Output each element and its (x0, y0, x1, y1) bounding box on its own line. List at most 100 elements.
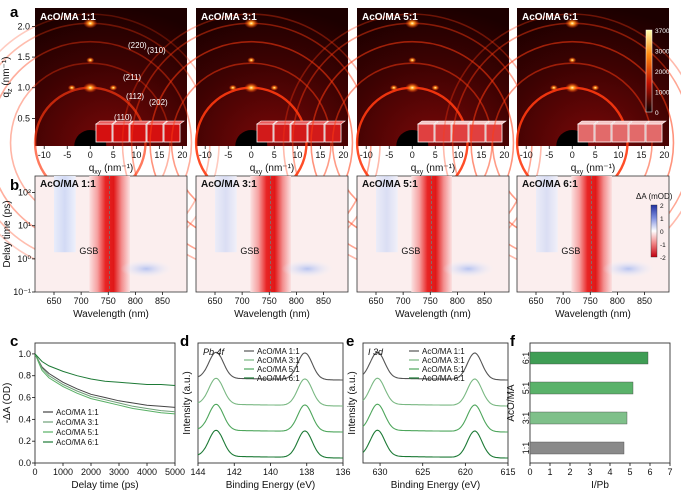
x-tick-label: 10 (131, 150, 141, 160)
crystal-cube-icon (645, 123, 663, 143)
crystal-cube-icon (594, 123, 612, 143)
x-tick-label: 0 (249, 150, 254, 160)
x-tick-label: 20 (659, 150, 669, 160)
y-tick-label: 0.6 (18, 393, 31, 403)
giwaxs-title: AcO/MA 5:1 (362, 12, 418, 23)
kinetic-trace-2 (34, 353, 176, 413)
x-tick-label: 0 (410, 150, 415, 160)
colorbar-tick-label: 2000 (655, 69, 670, 76)
x-tick-label: 700 (74, 296, 89, 306)
bragg-spot (247, 57, 256, 64)
giwaxs-title: AcO/MA 6:1 (522, 12, 578, 23)
crystal-cube-top (307, 120, 329, 125)
kinetic-trace-4 (34, 353, 176, 386)
crystal-cube-top (273, 120, 295, 125)
x-tick-label: 620 (458, 467, 473, 477)
gsb-label: GSB (401, 246, 420, 256)
x-tick-label: 650 (528, 296, 543, 306)
ta-title: AcO/MA 5:1 (362, 179, 418, 190)
crystal-cube-top (645, 120, 667, 125)
category-label: 5:1 (521, 382, 531, 395)
y-axis-title: qz (nm⁻¹) (1, 56, 14, 97)
crystal-cube-icon (417, 123, 435, 143)
x-tick-label: 4 (607, 467, 612, 477)
crystal-cube-top (468, 120, 490, 125)
bragg-spot (565, 18, 580, 29)
x-tick-label: 650 (368, 296, 383, 306)
x-tick-label: 20 (338, 150, 348, 160)
x-tick-label: -5 (385, 150, 393, 160)
gsb-label: GSB (79, 246, 98, 256)
x-tick-label: 6 (647, 467, 652, 477)
x-tick-label: 700 (556, 296, 571, 306)
giwaxs-title: AcO/MA 1:1 (40, 12, 96, 23)
x-tick-label: 5 (627, 467, 632, 477)
colorbar-tick-label: 3000 (655, 49, 670, 56)
bragg-spot (109, 84, 118, 91)
hkl-label: (112) (126, 92, 144, 101)
bragg-spot (565, 82, 580, 93)
x-axis-title: Wavelength (nm) (555, 309, 631, 320)
bragg-spot (270, 84, 279, 91)
xps-spectrum-3 (362, 403, 508, 433)
crystal-cube-top (611, 120, 633, 125)
panel-label-e: e (346, 333, 354, 350)
x-tick-label: 850 (637, 296, 652, 306)
bar-1:1 (529, 441, 625, 455)
legend-label: AcO/MA 6:1 (257, 374, 300, 383)
y-tick-label: 0.8 (18, 371, 31, 381)
y-tick-label: 0.0 (18, 458, 31, 468)
x-tick-label: 5 (593, 150, 598, 160)
x-tick-label: 615 (500, 467, 515, 477)
y-tick-label: 0.5 (17, 113, 30, 123)
colorbar-tick-label: -1 (660, 242, 666, 249)
x-tick-label: 138 (299, 467, 314, 477)
photoinduced-absorption-region (376, 176, 398, 253)
crystal-cube-top (577, 120, 599, 125)
x-tick-label: 15 (636, 150, 646, 160)
x-tick-label: 15 (154, 150, 164, 160)
crystal-cube-icon (273, 123, 291, 143)
ta-title: AcO/MA 3:1 (201, 179, 257, 190)
ta-title: AcO/MA 1:1 (40, 179, 96, 190)
hkl-label: (211) (123, 73, 141, 82)
x-axis-title: qxy (nm⁻¹) (250, 163, 295, 176)
y-tick-label: 10¹ (18, 221, 31, 231)
x-axis-title: qxy (nm⁻¹) (571, 163, 616, 176)
legend-label: AcO/MA 3:1 (56, 418, 99, 427)
x-tick-label: 10 (453, 150, 463, 160)
x-tick-label: 750 (423, 296, 438, 306)
bragg-spot (408, 57, 417, 64)
crystal-cube-top (256, 120, 278, 125)
crystal-cube-top (112, 120, 134, 125)
colorbar-tick-label: 2 (660, 203, 664, 210)
x-tick-label: 800 (450, 296, 465, 306)
x-tick-label: 850 (477, 296, 492, 306)
x-tick-label: 0 (88, 150, 93, 160)
photoinduced-absorption-region (54, 176, 76, 253)
x-tick-label: 2000 (81, 467, 101, 477)
gsb-label: GSB (240, 246, 259, 256)
x-tick-label: 20 (177, 150, 187, 160)
x-tick-label: 0 (32, 467, 37, 477)
plot-frame (197, 342, 344, 464)
kinetic-trace-1 (34, 353, 176, 408)
x-axis-title: qxy (nm⁻¹) (411, 163, 456, 176)
panel-b-transient-absorption: GSB AcO/MA 1:1 650 700 750 800 850 Wavelength (… (2, 175, 673, 320)
x-tick-label: -5 (63, 150, 71, 160)
crystal-cube-icon (577, 123, 595, 143)
x-tick-label: 850 (155, 296, 170, 306)
hkl-label: (310) (147, 46, 166, 55)
photoinduced-absorption-region (215, 176, 237, 253)
crystal-cube-top (434, 120, 456, 125)
blue-positive-region (602, 259, 655, 278)
bar-6:1 (529, 351, 649, 365)
hkl-label: (110) (114, 113, 132, 122)
x-tick-label: 20 (499, 150, 509, 160)
crystal-cube-icon (628, 123, 646, 143)
x-tick-label: 850 (316, 296, 331, 306)
x-tick-label: 136 (335, 467, 350, 477)
x-tick-label: 700 (235, 296, 250, 306)
y-tick-label: 10⁻¹ (13, 287, 31, 297)
bragg-spot (244, 18, 259, 29)
